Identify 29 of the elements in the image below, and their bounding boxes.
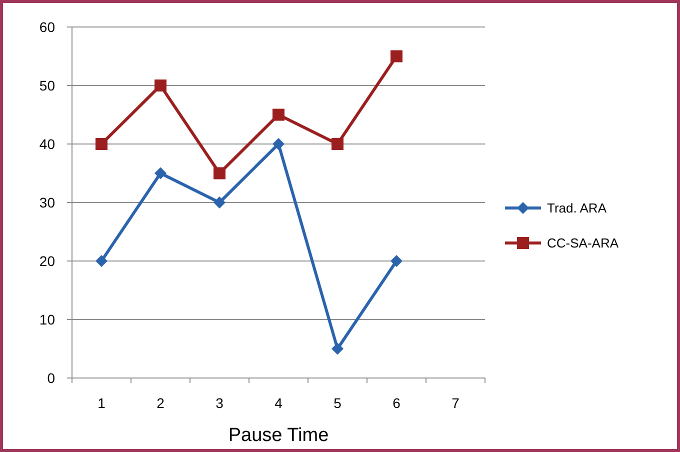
x-tick-label: 4 xyxy=(274,395,283,411)
point xyxy=(154,167,166,180)
legend-label: Trad. ARA xyxy=(547,200,607,216)
x-tick-label: 7 xyxy=(452,395,460,411)
point xyxy=(214,167,226,180)
legend-label: CC-SA-ARA xyxy=(547,236,619,251)
point xyxy=(96,138,108,150)
x-tick-label: 3 xyxy=(216,395,224,411)
point xyxy=(332,342,344,355)
y-tick-label: 0 xyxy=(47,370,56,386)
x-tick-label: 6 xyxy=(392,395,401,411)
y-tick-label: 60 xyxy=(39,18,56,35)
y-tick-label: 40 xyxy=(39,136,56,152)
x-tick-label: 5 xyxy=(334,395,342,411)
point xyxy=(154,80,166,92)
y-tick-label: 30 xyxy=(39,194,56,210)
x-tick-label: 1 xyxy=(98,395,106,411)
point xyxy=(390,50,402,62)
point xyxy=(96,255,108,267)
y-tick-label: 20 xyxy=(39,252,56,269)
x-axis-title: Pause Time xyxy=(228,425,329,446)
point xyxy=(272,138,284,150)
y-tick-label: 10 xyxy=(39,311,56,328)
point xyxy=(390,255,402,267)
point xyxy=(214,196,226,208)
x-tick-label: 2 xyxy=(156,395,165,411)
point xyxy=(272,108,284,121)
y-tick-label: 50 xyxy=(39,77,56,94)
point xyxy=(332,138,344,150)
